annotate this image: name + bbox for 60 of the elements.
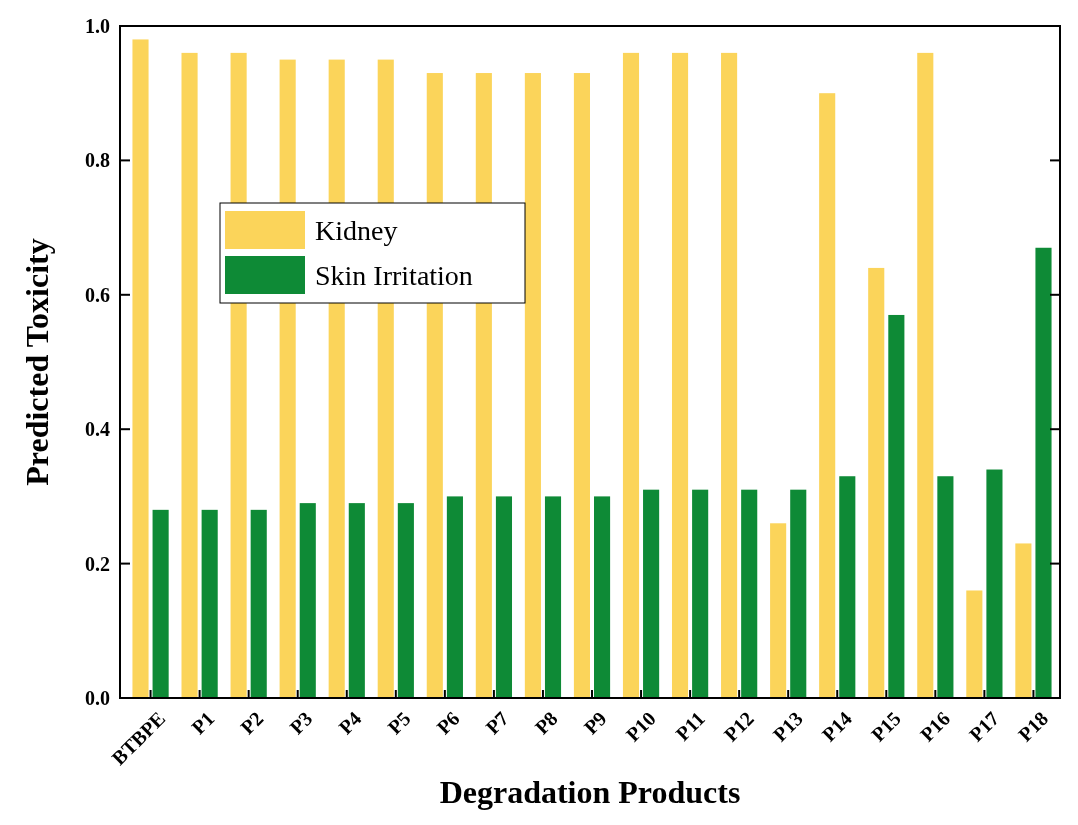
bar xyxy=(868,267,885,698)
x-tick-label: P11 xyxy=(671,707,709,745)
x-tick-label: P8 xyxy=(530,707,562,739)
x-axis-title: Degradation Products xyxy=(439,774,741,810)
x-tick-label: P5 xyxy=(383,707,415,739)
bar xyxy=(966,590,983,698)
bar xyxy=(397,503,414,698)
bar xyxy=(299,503,316,698)
bar xyxy=(495,496,513,698)
x-tick-label: P18 xyxy=(1013,707,1053,746)
x-tick-label: P16 xyxy=(915,707,955,746)
bar xyxy=(937,476,954,698)
bar xyxy=(573,73,590,698)
legend-label: Skin Irritation xyxy=(315,259,473,291)
x-tick-label: P13 xyxy=(768,707,807,746)
bar xyxy=(152,509,169,698)
bar xyxy=(1035,247,1052,698)
x-tick-label: P6 xyxy=(432,707,464,739)
bar xyxy=(692,489,709,698)
y-tick-label: 0.2 xyxy=(85,552,110,575)
x-tick-label: P12 xyxy=(719,707,758,746)
x-tick-label: P2 xyxy=(236,707,268,739)
bar xyxy=(132,39,149,698)
bar xyxy=(643,489,660,698)
bar xyxy=(671,52,689,698)
bar xyxy=(181,52,198,698)
bar xyxy=(348,503,365,698)
x-tick-label: P9 xyxy=(579,707,611,739)
bar xyxy=(446,496,463,698)
legend-label: Kidney xyxy=(315,214,398,246)
bar xyxy=(819,93,836,698)
bar xyxy=(888,314,905,698)
y-tick-label: 1.0 xyxy=(85,15,110,37)
bar xyxy=(986,469,1003,698)
x-tick-label: P1 xyxy=(187,707,219,739)
y-tick-label: 0.6 xyxy=(85,283,110,306)
bar xyxy=(839,476,856,698)
y-tick-label: 0.0 xyxy=(85,687,110,709)
x-tick-label: P3 xyxy=(285,707,317,739)
bar xyxy=(721,52,738,698)
bar xyxy=(524,73,541,698)
bar xyxy=(790,489,807,698)
x-tick-label: P15 xyxy=(866,707,906,746)
bar xyxy=(201,509,218,698)
x-tick-label: P14 xyxy=(817,707,856,746)
x-tick-label: P4 xyxy=(334,707,366,739)
bar xyxy=(917,52,934,698)
bar xyxy=(770,523,787,698)
x-tick-label: P10 xyxy=(621,707,660,746)
y-tick-label: 0.4 xyxy=(85,418,110,441)
x-tick-label: P7 xyxy=(481,707,513,739)
x-tick-label: P17 xyxy=(964,707,1004,746)
bar xyxy=(741,489,758,698)
bar xyxy=(622,52,640,698)
bar xyxy=(594,496,611,698)
y-tick-label: 0.8 xyxy=(85,149,110,172)
bar xyxy=(1015,543,1032,698)
y-axis-title: Predicted Toxicity xyxy=(19,238,55,486)
bar xyxy=(544,496,562,698)
bar xyxy=(250,509,267,698)
